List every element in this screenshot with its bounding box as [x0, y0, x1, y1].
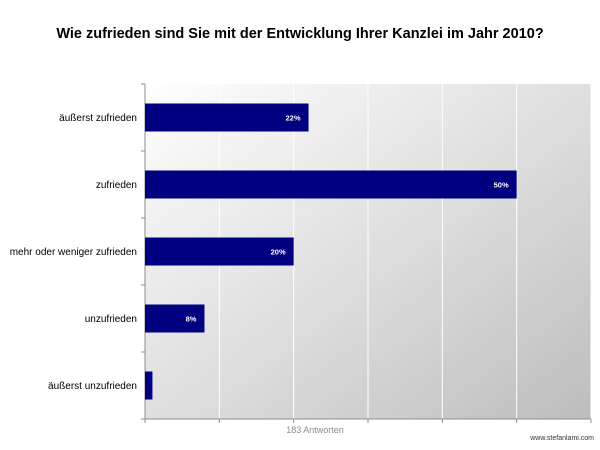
data-labels: 22% 50% 20% 8% — [186, 114, 509, 324]
category-label: mehr oder weniger zufrieden — [10, 247, 137, 258]
bar — [145, 237, 294, 266]
source-credit: www.stefanlami.com — [530, 435, 594, 442]
bar — [145, 304, 205, 333]
data-label: 50% — [494, 181, 509, 190]
bar — [145, 103, 309, 132]
bars — [145, 103, 517, 400]
x-axis-label: 183 Antworten — [286, 425, 344, 435]
category-label: äußerst unzufrieden — [48, 381, 137, 392]
data-label: 22% — [286, 114, 301, 123]
bar — [145, 371, 153, 400]
category-label: äußerst zufrieden — [59, 113, 137, 124]
category-labels: äußerst zufrieden zufrieden mehr oder weni… — [10, 113, 137, 392]
category-label: unzufrieden — [85, 314, 137, 325]
data-label: 20% — [271, 248, 286, 257]
bar — [145, 170, 517, 199]
category-label: zufrieden — [96, 180, 137, 191]
data-label: 8% — [186, 315, 197, 324]
chart-title: Wie zufrieden sind Sie mit der Entwicklu… — [56, 26, 544, 42]
